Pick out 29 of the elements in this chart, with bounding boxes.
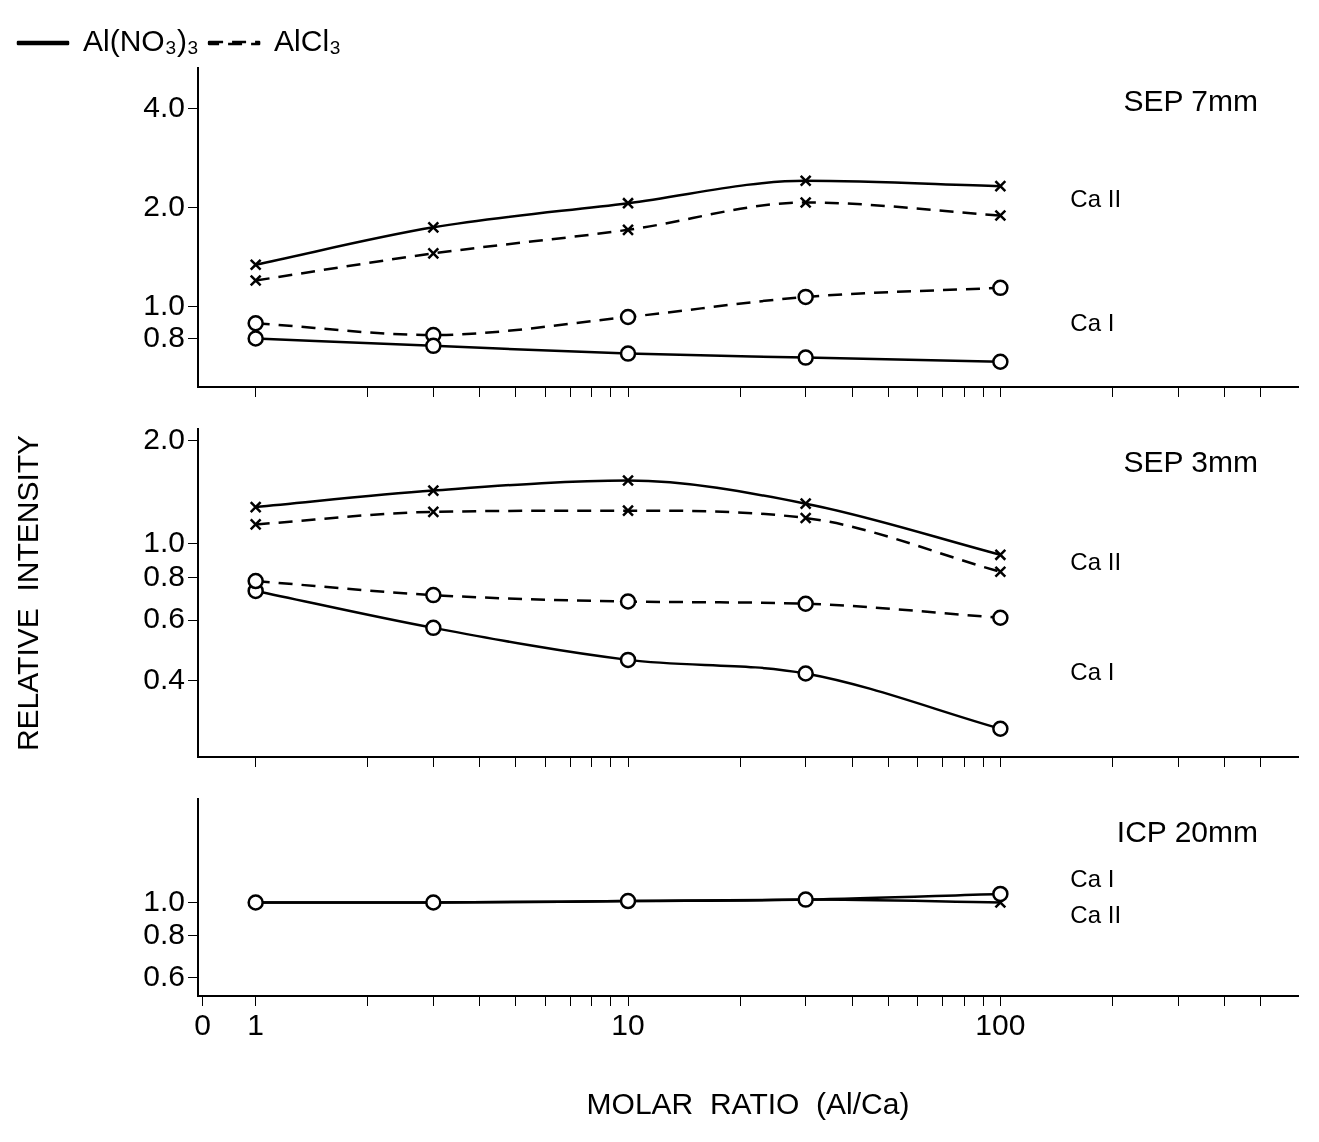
y-tick-label: 0.6 <box>143 959 185 992</box>
y-tick-label: 0.8 <box>143 916 185 950</box>
annotation: Ca I <box>1070 864 1115 892</box>
annotation: ICP 20mm <box>1116 815 1258 849</box>
annotation: SEP 7mm <box>1123 84 1258 118</box>
y-tick-label: 1.0 <box>143 287 185 321</box>
annotation: Ca I <box>1070 657 1115 685</box>
y-tick-label: 2.0 <box>143 188 185 222</box>
annotation: Ca II <box>1070 185 1122 213</box>
y-axis-title: RELATIVE INTENSITY <box>11 434 45 752</box>
annotation: Ca I <box>1070 309 1115 337</box>
x-tick-label: 0 <box>194 1008 211 1042</box>
y-tick-label: 0.4 <box>143 662 185 696</box>
legend-label: Al(NO₃)₃ <box>83 24 200 58</box>
x-tick-label: 1 <box>247 1008 265 1042</box>
y-tick-label: 0.8 <box>143 319 185 353</box>
y-tick-label: 0.6 <box>143 601 185 635</box>
x-tick-label: 10 <box>611 1008 645 1042</box>
x-tick-label: 100 <box>975 1008 1026 1042</box>
x-axis-title: MOLAR RATIO (Al/Ca) <box>586 1087 910 1121</box>
y-tick-label: 0.8 <box>143 558 185 592</box>
annotation: SEP 3mm <box>1123 445 1258 479</box>
y-tick-label: 4.0 <box>143 89 185 123</box>
annotation: Ca II <box>1070 547 1122 575</box>
y-tick-label: 1.0 <box>143 525 185 559</box>
y-tick-label: 2.0 <box>143 421 185 455</box>
y-tick-label: 1.0 <box>143 883 185 917</box>
legend-label: AlCl₃ <box>274 24 342 58</box>
annotation: Ca II <box>1070 901 1122 929</box>
